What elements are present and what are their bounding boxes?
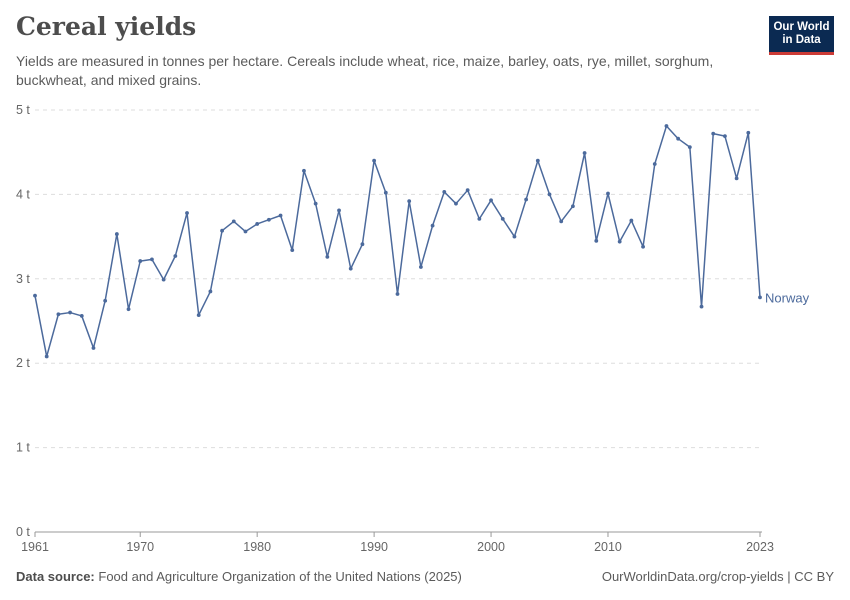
data-point bbox=[33, 293, 37, 298]
data-point bbox=[266, 217, 271, 222]
data-point bbox=[617, 239, 622, 244]
data-point bbox=[477, 216, 482, 221]
x-tick-label: 1970 bbox=[126, 540, 154, 554]
data-point bbox=[418, 265, 423, 269]
data-point bbox=[559, 219, 564, 224]
data-point bbox=[56, 312, 61, 317]
data-point bbox=[746, 130, 751, 135]
x-tick-label: 2023 bbox=[746, 540, 774, 554]
data-point bbox=[524, 197, 529, 202]
data-point bbox=[348, 266, 353, 271]
data-point bbox=[231, 219, 236, 224]
data-source-text[interactable]: Food and Agriculture Organization of the… bbox=[98, 569, 462, 584]
data-point bbox=[535, 158, 540, 163]
data-point bbox=[220, 228, 224, 233]
data-point bbox=[711, 131, 716, 136]
data-point bbox=[641, 244, 645, 249]
data-point bbox=[278, 213, 283, 218]
data-point bbox=[489, 198, 493, 203]
data-point bbox=[302, 168, 306, 173]
data-point bbox=[313, 201, 318, 206]
y-tick-label: 3 t bbox=[16, 272, 30, 286]
series-line-norway bbox=[34, 125, 761, 358]
chart-subtitle: Yields are measured in tonnes per hectar… bbox=[16, 53, 714, 88]
data-point bbox=[383, 190, 388, 195]
data-point bbox=[758, 295, 762, 300]
series-label: Norway bbox=[765, 290, 810, 305]
y-tick-label: 4 t bbox=[16, 187, 30, 201]
data-point bbox=[594, 238, 599, 243]
data-point bbox=[664, 124, 669, 128]
data-point bbox=[161, 277, 166, 282]
chart-title: Cereal yields bbox=[16, 12, 197, 41]
owid-logo[interactable]: Our World in Data bbox=[769, 16, 834, 55]
data-point bbox=[571, 204, 575, 209]
data-point bbox=[68, 310, 72, 315]
data-point bbox=[442, 189, 447, 194]
x-tick-label: 2000 bbox=[477, 540, 505, 554]
data-point bbox=[44, 354, 49, 359]
data-point bbox=[676, 136, 681, 141]
data-point bbox=[512, 234, 517, 239]
y-tick-label: 1 t bbox=[16, 441, 30, 455]
data-point bbox=[734, 176, 739, 181]
data-point bbox=[255, 222, 260, 226]
x-tick-label: 1990 bbox=[360, 540, 388, 554]
data-point bbox=[547, 192, 552, 197]
data-point bbox=[173, 254, 178, 258]
x-tick-label: 1980 bbox=[243, 540, 271, 554]
data-point bbox=[103, 298, 108, 303]
data-point bbox=[454, 201, 458, 206]
data-point bbox=[150, 257, 154, 262]
data-point bbox=[138, 259, 143, 263]
data-point bbox=[243, 229, 248, 234]
data-point bbox=[196, 313, 201, 317]
data-point bbox=[91, 346, 96, 350]
data-point bbox=[290, 248, 295, 253]
data-point bbox=[687, 145, 692, 150]
data-point bbox=[652, 162, 657, 166]
y-tick-label: 0 t bbox=[16, 525, 30, 539]
data-source: Data source: Food and Agriculture Organi… bbox=[16, 569, 462, 584]
data-point bbox=[723, 134, 727, 139]
data-point bbox=[114, 232, 119, 236]
data-point bbox=[337, 208, 341, 213]
x-tick-label: 2010 bbox=[594, 540, 622, 554]
data-point bbox=[360, 242, 365, 247]
y-tick-label: 5 t bbox=[16, 103, 30, 117]
logo-line-1: Our World bbox=[773, 21, 830, 33]
y-tick-label: 2 t bbox=[16, 356, 30, 370]
data-point bbox=[500, 216, 505, 221]
x-tick-label: 1961 bbox=[21, 540, 49, 554]
data-point bbox=[407, 199, 412, 204]
data-point bbox=[126, 307, 131, 312]
data-point bbox=[185, 211, 189, 215]
data-point bbox=[582, 151, 587, 155]
logo-line-2: in Data bbox=[782, 34, 821, 46]
data-point bbox=[208, 289, 213, 294]
data-point bbox=[372, 158, 377, 163]
data-point bbox=[395, 292, 400, 296]
data-point bbox=[325, 254, 330, 259]
data-point bbox=[629, 218, 634, 223]
data-point bbox=[430, 223, 435, 228]
source-url-link[interactable]: OurWorldinData.org/crop-yields | CC BY bbox=[601, 569, 834, 584]
data-point bbox=[606, 191, 610, 196]
data-point bbox=[79, 314, 84, 318]
data-point bbox=[699, 304, 704, 309]
data-source-label: Data source: bbox=[16, 569, 95, 584]
data-point bbox=[465, 188, 470, 193]
